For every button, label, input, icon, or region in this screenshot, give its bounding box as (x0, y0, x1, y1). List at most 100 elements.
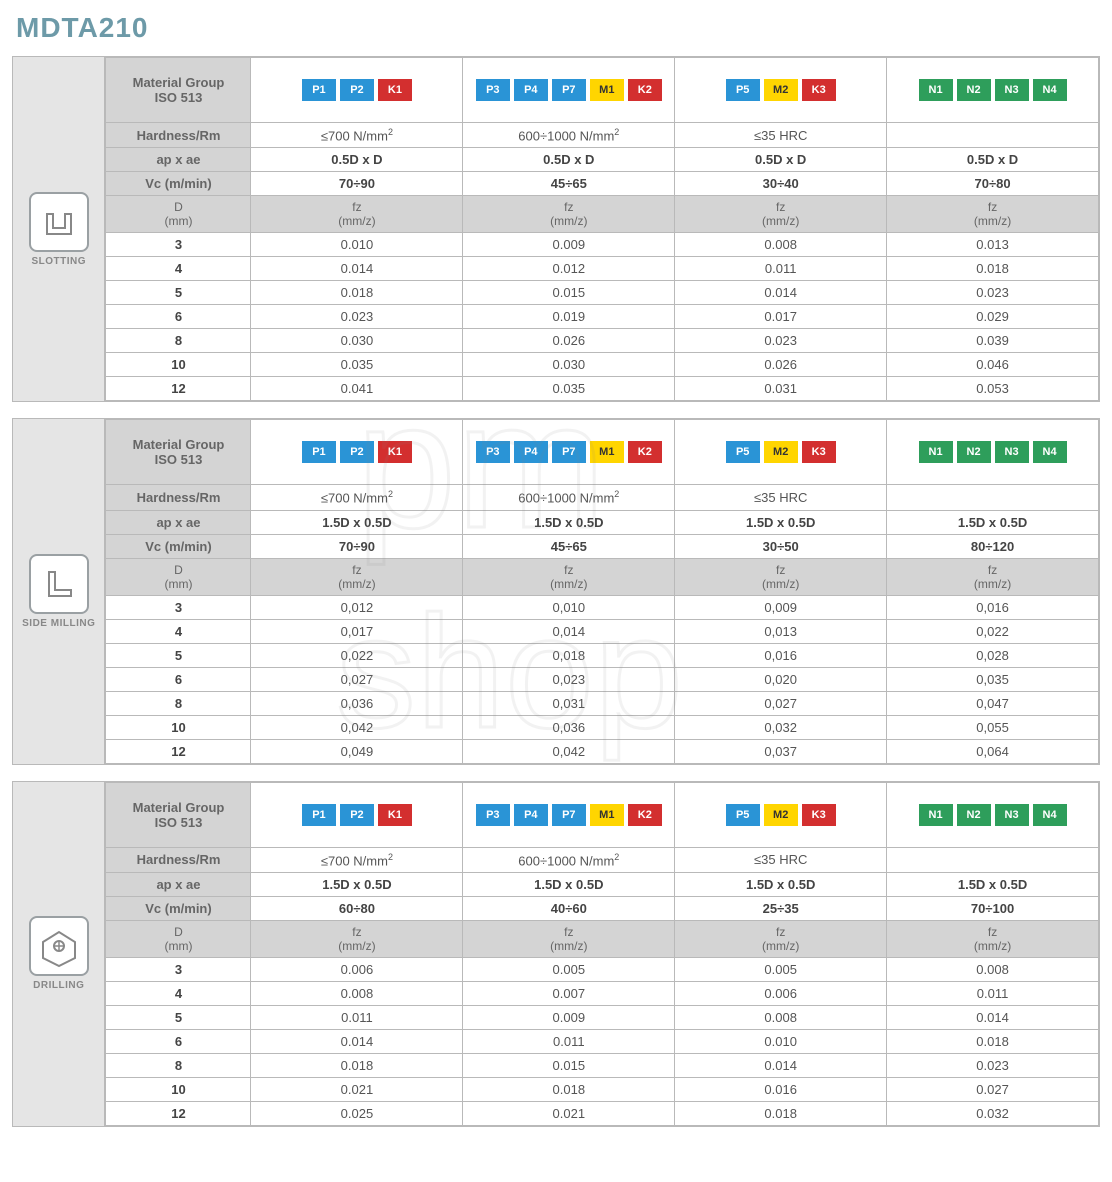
diameter-cell: 12 (106, 739, 251, 763)
material-chip: P2 (340, 441, 374, 463)
apae-cell: 1.5D x 0.5D (675, 510, 887, 534)
fz-cell: 0.016 (675, 1077, 887, 1101)
data-table: Material GroupISO 513P1P2K1P3P4P7M1K2P5M… (105, 782, 1099, 1126)
material-group-cell: P5M2K3 (675, 782, 887, 847)
hardness-cell: 600÷1000 N/mm2 (463, 485, 675, 510)
fz-cell: 0.014 (251, 257, 463, 281)
material-chip: N3 (995, 79, 1029, 101)
table-row: 120.0250.0210.0180.032 (106, 1101, 1099, 1125)
slot-icon (29, 192, 89, 252)
material-chip: K3 (802, 441, 836, 463)
hardness-cell: 600÷1000 N/mm2 (463, 123, 675, 148)
apae-cell: 1.5D x 0.5D (463, 872, 675, 896)
fz-header: fz(mm/z) (887, 558, 1099, 595)
fz-cell: 0.021 (463, 1101, 675, 1125)
diameter-cell: 8 (106, 329, 251, 353)
material-chip: P3 (476, 79, 510, 101)
table-row: 80.0180.0150.0140.023 (106, 1053, 1099, 1077)
table-row: 120.0410.0350.0310.053 (106, 377, 1099, 401)
material-chip: P3 (476, 441, 510, 463)
apae-cell: 0.5D x D (251, 148, 463, 172)
row-label-d: D(mm) (106, 920, 251, 957)
operation-name: SLOTTING (31, 256, 86, 267)
page-title: MDTA210 (16, 12, 1100, 44)
fz-cell: 0.009 (463, 233, 675, 257)
fz-header: fz(mm/z) (463, 558, 675, 595)
diameter-cell: 4 (106, 981, 251, 1005)
fz-cell: 0.032 (887, 1101, 1099, 1125)
row-label-apae: ap x ae (106, 148, 251, 172)
material-chip: P4 (514, 79, 548, 101)
material-chip: P1 (302, 79, 336, 101)
fz-cell: 0,042 (251, 715, 463, 739)
fz-cell: 0,009 (675, 595, 887, 619)
material-chip: K1 (378, 804, 412, 826)
diameter-cell: 5 (106, 1005, 251, 1029)
material-group-cell: P1P2K1 (251, 58, 463, 123)
material-chip: K3 (802, 804, 836, 826)
material-chip: P1 (302, 804, 336, 826)
fz-cell: 0.041 (251, 377, 463, 401)
material-group-cell: N1N2N3N4 (887, 782, 1099, 847)
row-label-material-group: Material GroupISO 513 (106, 420, 251, 485)
fz-cell: 0.006 (675, 981, 887, 1005)
material-chip: K2 (628, 804, 662, 826)
diameter-cell: 3 (106, 595, 251, 619)
material-chip: N4 (1033, 804, 1067, 826)
material-chip: N2 (957, 804, 991, 826)
fz-cell: 0.011 (887, 981, 1099, 1005)
fz-cell: 0.015 (463, 1053, 675, 1077)
fz-cell: 0.007 (463, 981, 675, 1005)
vc-cell: 45÷65 (463, 534, 675, 558)
diameter-cell: 6 (106, 1029, 251, 1053)
material-chip: P7 (552, 79, 586, 101)
hardness-cell (887, 485, 1099, 510)
fz-cell: 0,031 (463, 691, 675, 715)
operation-label: SLOTTING (13, 57, 105, 401)
fz-cell: 0.010 (675, 1029, 887, 1053)
data-table: Material GroupISO 513P1P2K1P3P4P7M1K2P5M… (105, 419, 1099, 763)
fz-cell: 0.023 (887, 281, 1099, 305)
data-table: Material GroupISO 513P1P2K1P3P4P7M1K2P5M… (105, 57, 1099, 401)
diameter-cell: 6 (106, 305, 251, 329)
hardness-cell: 600÷1000 N/mm2 (463, 847, 675, 872)
material-chip: K2 (628, 441, 662, 463)
table-row: 100.0350.0300.0260.046 (106, 353, 1099, 377)
diameter-cell: 10 (106, 353, 251, 377)
fz-cell: 0.018 (251, 281, 463, 305)
section-drilling: DRILLINGMaterial GroupISO 513P1P2K1P3P4P… (12, 781, 1100, 1127)
fz-cell: 0,042 (463, 739, 675, 763)
table-row: 30,0120,0100,0090,016 (106, 595, 1099, 619)
material-chip: N1 (919, 441, 953, 463)
material-chip: N1 (919, 79, 953, 101)
fz-cell: 0,012 (251, 595, 463, 619)
fz-cell: 0,036 (463, 715, 675, 739)
table-row: 50.0180.0150.0140.023 (106, 281, 1099, 305)
material-chip: N3 (995, 804, 1029, 826)
fz-cell: 0.029 (887, 305, 1099, 329)
row-label-vc: Vc (m/min) (106, 534, 251, 558)
material-chip: P5 (726, 79, 760, 101)
vc-cell: 60÷80 (251, 896, 463, 920)
diameter-cell: 8 (106, 691, 251, 715)
fz-cell: 0,028 (887, 643, 1099, 667)
fz-cell: 0.023 (887, 1053, 1099, 1077)
fz-cell: 0.011 (251, 1005, 463, 1029)
fz-cell: 0.009 (463, 1005, 675, 1029)
material-chip: P3 (476, 804, 510, 826)
material-chip: P5 (726, 441, 760, 463)
material-group-cell: P1P2K1 (251, 782, 463, 847)
material-chip: K3 (802, 79, 836, 101)
fz-cell: 0,027 (675, 691, 887, 715)
fz-cell: 0.014 (887, 1005, 1099, 1029)
fz-cell: 0.014 (251, 1029, 463, 1053)
fz-cell: 0.023 (251, 305, 463, 329)
fz-cell: 0.046 (887, 353, 1099, 377)
vc-cell: 70÷90 (251, 534, 463, 558)
table-row: 40.0140.0120.0110.018 (106, 257, 1099, 281)
drill-icon (29, 916, 89, 976)
table-row: 60.0230.0190.0170.029 (106, 305, 1099, 329)
fz-cell: 0,022 (251, 643, 463, 667)
apae-cell: 1.5D x 0.5D (887, 510, 1099, 534)
material-group-cell: P1P2K1 (251, 420, 463, 485)
